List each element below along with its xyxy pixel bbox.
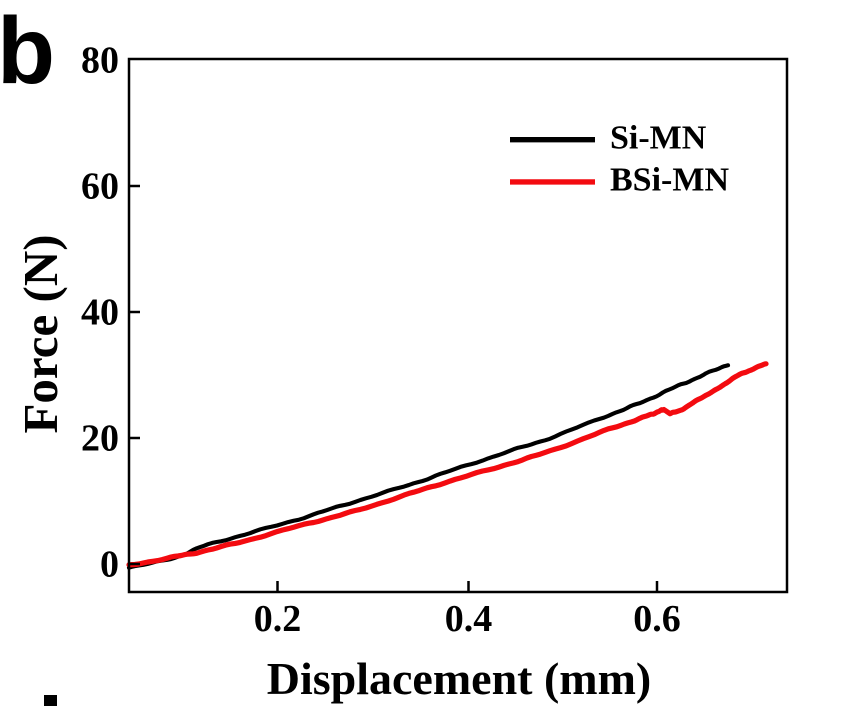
svg-text:80: 80: [81, 40, 119, 82]
svg-text:Si-MN: Si-MN: [610, 120, 707, 157]
svg-text:20: 20: [81, 418, 119, 460]
svg-text:0.6: 0.6: [633, 598, 681, 640]
svg-text:BSi-MN: BSi-MN: [610, 162, 729, 199]
svg-text:0: 0: [100, 544, 119, 586]
svg-text:b: b: [0, 0, 55, 104]
svg-text:0.4: 0.4: [445, 598, 493, 640]
svg-text:0.2: 0.2: [254, 598, 302, 640]
svg-text:60: 60: [81, 166, 119, 208]
svg-text:Displacement (mm): Displacement (mm): [267, 653, 652, 704]
svg-text:40: 40: [81, 292, 119, 334]
svg-text:Force (N): Force (N): [13, 234, 68, 433]
